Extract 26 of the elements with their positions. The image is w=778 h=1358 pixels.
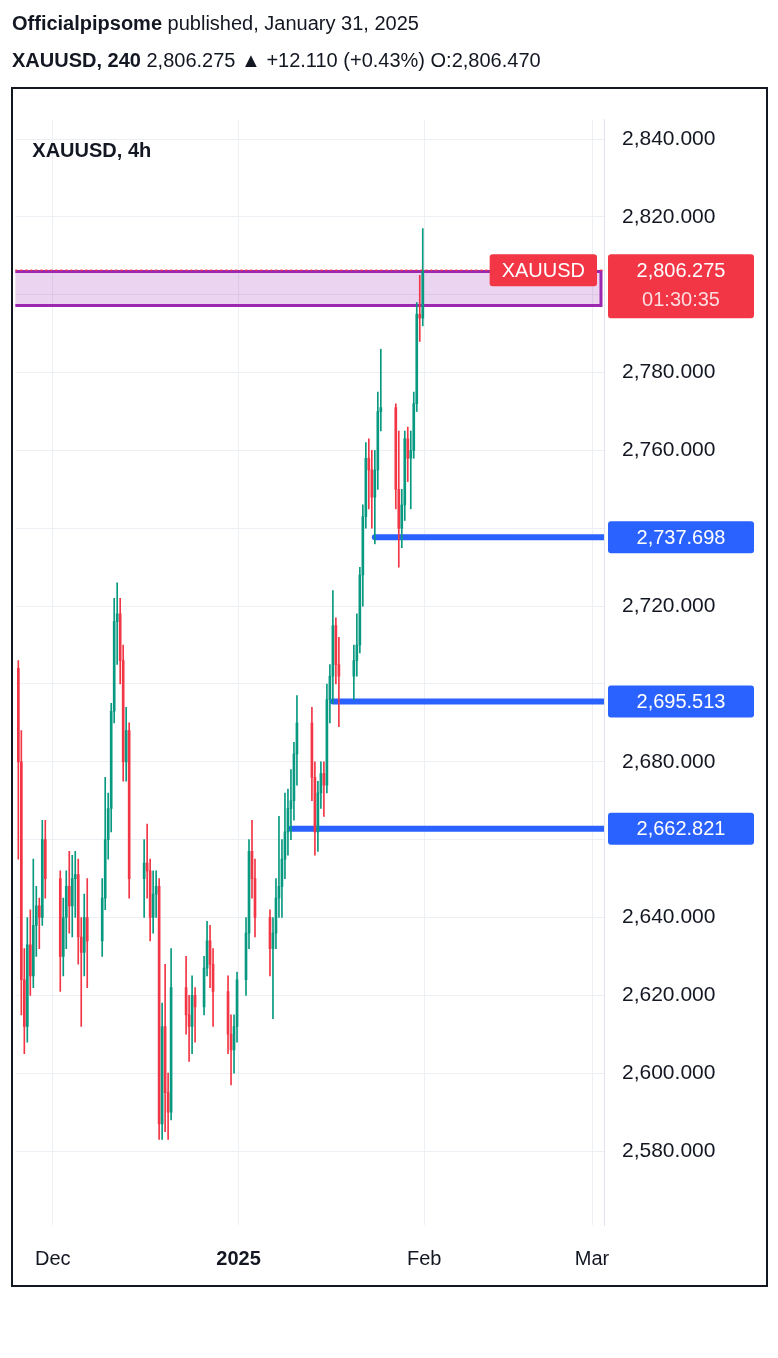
chart-subtitle: XAUUSD, 240 2,806.275 ▲ +12.110 (+0.43%) O:2,806.470 [12, 48, 541, 73]
x-tick-label: Dec [34, 1246, 71, 1269]
data-label: 2,662.821 [636, 817, 726, 840]
y-tick-label: 2,780.000 [622, 359, 716, 383]
x-tick-label: Mar [574, 1246, 610, 1269]
candlestick [67, 851, 71, 934]
ref-line-label: XAUUSD [501, 258, 585, 281]
data-label: 2,695.513 [636, 689, 726, 712]
y-tick-label: 2,640.000 [622, 904, 716, 928]
data-label: 2,737.698 [636, 525, 726, 548]
y-tick-label: 2,580.000 [622, 1137, 716, 1161]
text: 01:30:35 [642, 287, 720, 310]
y-tick-label: 2,820.000 [622, 203, 716, 227]
y-tick-label: 2,720.000 [622, 592, 716, 616]
y-tick-label: 2,760.000 [622, 437, 716, 461]
y-tick-label: 2,840.000 [622, 125, 716, 149]
y-tick-label: 2,680.000 [622, 748, 716, 772]
y-tick-label: 2,600.000 [622, 1060, 716, 1083]
y-tick-label: 2,620.000 [622, 982, 716, 1006]
x-tick-label: Feb [407, 1246, 442, 1269]
x-tick-label: 2025 [216, 1246, 261, 1269]
text: 2,806.275 [636, 258, 726, 281]
candlestick [28, 909, 32, 996]
candlestick [418, 274, 422, 342]
chart-title: Officialpipsome published, January 31, 2025 [12, 11, 419, 36]
annotation: XAUUSD, 4h [32, 139, 152, 162]
